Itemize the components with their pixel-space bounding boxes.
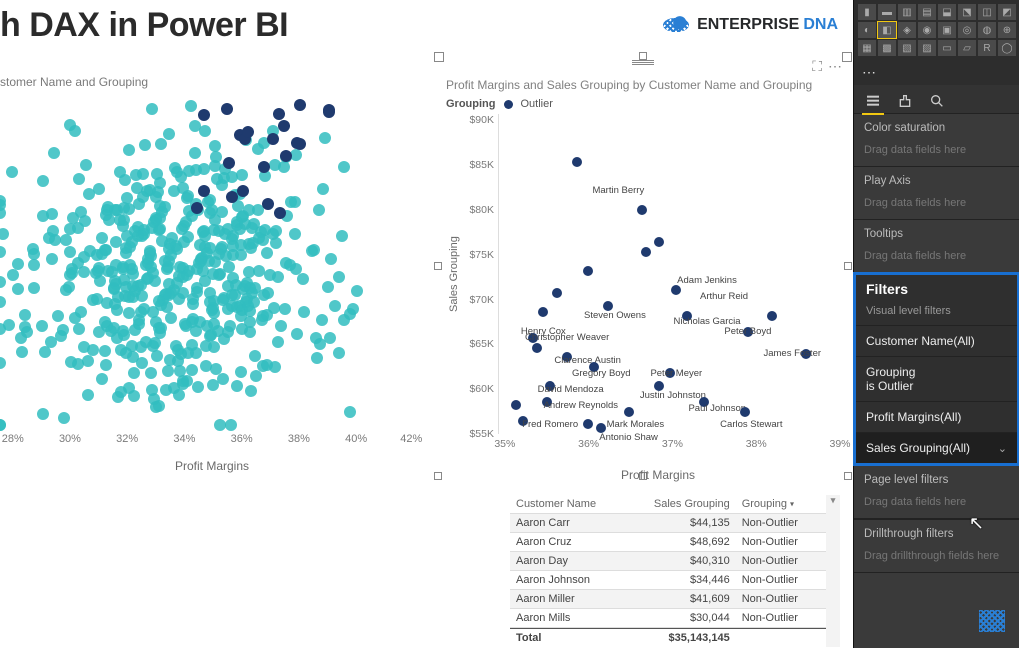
filters-panel: Filters Visual level filters Customer Na… xyxy=(856,275,1017,463)
legend-item: Outlier xyxy=(521,98,553,110)
col-grouping[interactable]: Grouping ▾ xyxy=(736,495,826,513)
brand-text: ENTERPRISE DNA xyxy=(697,16,838,34)
viz-type-2[interactable]: ▥ xyxy=(898,4,916,20)
table-total-row: Total $35,143,145 ▾ xyxy=(510,628,840,647)
viz-type-3[interactable]: ▤ xyxy=(918,4,936,20)
table-header: Customer Name Sales Grouping Grouping ▾ … xyxy=(510,495,840,514)
viz-type-19[interactable]: ▨ xyxy=(918,40,936,56)
viz-type-23[interactable]: ◯ xyxy=(998,40,1016,56)
right-scatter-chart[interactable]: ⛶ ⋯ Profit Margins and Sales Grouping by… xyxy=(438,56,848,476)
left-chart-x-label: Profit Margins xyxy=(0,459,424,473)
table-row[interactable]: Aaron Johnson$34,446Non-Outlier xyxy=(510,571,840,590)
right-chart-y-axis: $90K$85K$80K$75K$70K$65K$60K$55K xyxy=(462,114,498,434)
filter-item[interactable]: Customer Name(All) xyxy=(856,325,1017,356)
viz-type-0[interactable]: ▮ xyxy=(858,4,876,20)
table-row[interactable]: Aaron Day$40,310Non-Outlier xyxy=(510,552,840,571)
viz-type-17[interactable]: ▩ xyxy=(878,40,896,56)
filter-item[interactable]: Groupingis Outlier xyxy=(856,356,1017,401)
brand-word-1: ENTERPRISE xyxy=(697,16,799,34)
field-wells: Color saturationDrag data fields herePla… xyxy=(854,114,1019,273)
visual-type-gallery[interactable]: ▮▬▥▤⬓⬔◫◩ ◐◧◈◉▣◎◍⊕ ▦▩▧▨▭▱R◯ xyxy=(854,0,1019,60)
scroll-down-icon[interactable]: ▾ xyxy=(831,495,836,506)
total-label: Total xyxy=(510,629,636,647)
viz-type-12[interactable]: ▣ xyxy=(938,22,956,38)
right-chart-x-label: Profit Margins xyxy=(476,468,840,482)
header-bar: h DAX in Power BI ENTERPRISE DNA xyxy=(0,0,850,50)
viz-type-9[interactable]: ◧ xyxy=(878,22,896,38)
viz-type-22[interactable]: R xyxy=(978,40,996,56)
total-value: $35,143,145 xyxy=(636,629,735,647)
legend-marker xyxy=(504,100,513,109)
viz-type-6[interactable]: ◫ xyxy=(978,4,996,20)
pane-tabs xyxy=(854,85,1019,114)
viz-type-16[interactable]: ▦ xyxy=(858,40,876,56)
filters-header: Filters xyxy=(856,275,1017,303)
viz-type-5[interactable]: ⬔ xyxy=(958,4,976,20)
dna-watermark-icon xyxy=(979,610,1005,632)
field-well[interactable]: Play AxisDrag data fields here xyxy=(854,167,1019,220)
left-scatter-chart[interactable]: stomer Name and Grouping 28%30%32%34%36%… xyxy=(0,75,430,485)
table-row[interactable]: Aaron Miller$41,609Non-Outlier xyxy=(510,590,840,609)
col-customer-name[interactable]: Customer Name xyxy=(510,495,636,513)
field-well[interactable]: Color saturationDrag data fields here xyxy=(854,114,1019,167)
filters-subheader: Visual level filters xyxy=(856,303,1017,325)
filter-item[interactable]: Profit Margins(All) xyxy=(856,401,1017,432)
viz-type-21[interactable]: ▱ xyxy=(958,40,976,56)
fields-tab-icon[interactable] xyxy=(864,93,882,109)
filter-section[interactable]: Drillthrough filtersDrag drillthrough fi… xyxy=(854,519,1019,573)
page-level-filters: Page level filtersDrag data fields hereD… xyxy=(854,465,1019,573)
page-title: h DAX in Power BI xyxy=(0,6,288,45)
viz-type-4[interactable]: ⬓ xyxy=(938,4,956,20)
legend-label: Grouping xyxy=(446,98,496,110)
table-body: Aaron Carr$44,135Non-OutlierAaron Cruz$4… xyxy=(510,514,840,628)
field-well[interactable]: TooltipsDrag data fields here xyxy=(854,220,1019,273)
left-chart-x-axis: 28%30%32%34%36%38%40%42% xyxy=(0,425,424,455)
viz-type-15[interactable]: ⊕ xyxy=(998,22,1016,38)
viz-type-10[interactable]: ◈ xyxy=(898,22,916,38)
col-sales-grouping[interactable]: Sales Grouping xyxy=(636,495,735,513)
viz-type-14[interactable]: ◍ xyxy=(978,22,996,38)
right-chart-y-label: Sales Grouping xyxy=(446,114,462,434)
col-grouping-label: Grouping xyxy=(742,498,787,510)
visualizations-pane: ▮▬▥▤⬓⬔◫◩ ◐◧◈◉▣◎◍⊕ ▦▩▧▨▭▱R◯ ⋯ Color saturat… xyxy=(853,0,1019,648)
filter-list: Customer Name(All)Groupingis OutlierProf… xyxy=(856,325,1017,463)
viz-type-7[interactable]: ◩ xyxy=(998,4,1016,20)
viz-type-11[interactable]: ◉ xyxy=(918,22,936,38)
viz-type-8[interactable]: ◐ xyxy=(858,22,876,38)
right-chart-plot: Martin BerryAdam JenkinsArthur ReidHenry… xyxy=(498,114,840,434)
viz-type-13[interactable]: ◎ xyxy=(958,22,976,38)
dna-icon xyxy=(663,14,691,36)
brand-logo: ENTERPRISE DNA xyxy=(663,14,838,36)
sort-caret-icon: ▾ xyxy=(790,500,794,509)
data-table[interactable]: Customer Name Sales Grouping Grouping ▾ … xyxy=(510,495,840,647)
table-row[interactable]: Aaron Cruz$48,692Non-Outlier xyxy=(510,533,840,552)
table-row[interactable]: Aaron Mills$30,044Non-Outlier xyxy=(510,609,840,628)
filter-item[interactable]: Sales Grouping(All)⌄ xyxy=(856,432,1017,463)
left-chart-subtitle: stomer Name and Grouping xyxy=(0,75,424,89)
chevron-down-icon[interactable]: ⌄ xyxy=(998,442,1007,455)
filter-section[interactable]: Page level filtersDrag data fields here xyxy=(854,465,1019,519)
viz-type-1[interactable]: ▬ xyxy=(878,4,896,20)
chart-legend: Grouping Outlier xyxy=(446,98,840,110)
right-chart-x-axis: 35%36%37%38%39% xyxy=(498,434,840,464)
left-chart-plot xyxy=(0,95,424,425)
more-visuals-icon[interactable]: ⋯ xyxy=(854,60,1019,85)
analytics-tab-icon[interactable] xyxy=(928,93,946,109)
viz-type-20[interactable]: ▭ xyxy=(938,40,956,56)
table-row[interactable]: Aaron Carr$44,135Non-Outlier xyxy=(510,514,840,533)
table-scrollbar-bottom[interactable]: ▾ xyxy=(826,495,840,647)
format-tab-icon[interactable] xyxy=(896,93,914,109)
viz-type-18[interactable]: ▧ xyxy=(898,40,916,56)
right-chart-title: Profit Margins and Sales Grouping by Cus… xyxy=(446,78,840,92)
brand-word-2: DNA xyxy=(803,16,838,34)
